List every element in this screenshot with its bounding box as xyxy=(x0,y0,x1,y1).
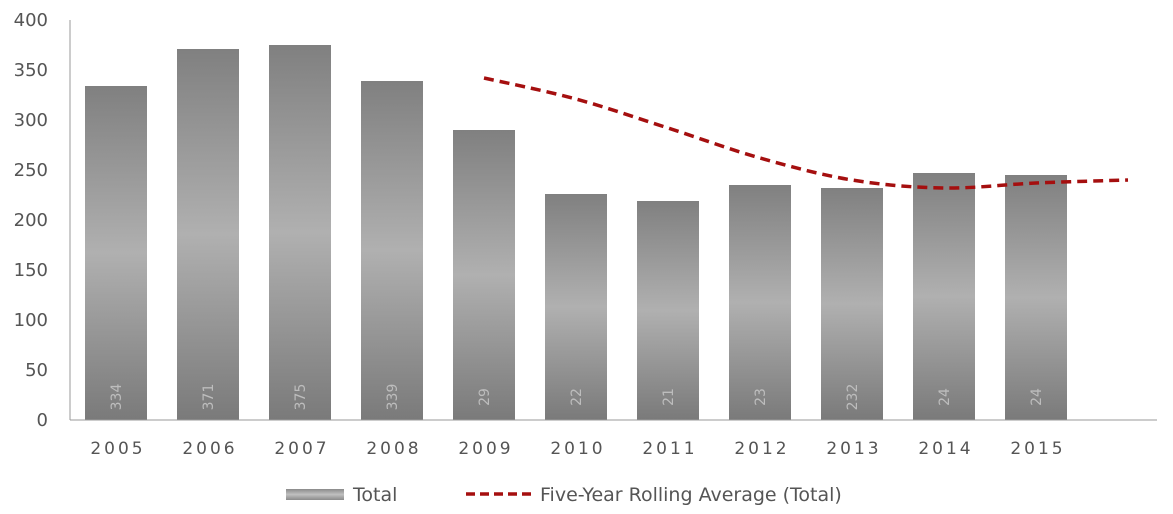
x-tick-label: 2005 xyxy=(90,439,145,459)
bar xyxy=(269,45,331,420)
bar-data-label: 29 xyxy=(477,388,493,406)
bars xyxy=(85,45,1067,420)
y-tick-label: 100 xyxy=(14,310,48,331)
x-tick-label: 2013 xyxy=(826,439,881,459)
legend-swatch-total xyxy=(286,489,344,500)
x-tick-label: 2006 xyxy=(182,439,237,459)
bar xyxy=(637,201,699,420)
y-tick-label: 350 xyxy=(14,60,48,81)
legend-label-average: Five-Year Rolling Average (Total) xyxy=(540,484,842,506)
y-tick-label: 400 xyxy=(14,10,48,31)
y-axis-ticks: 0 50 100 150 200 250 300 350 400 xyxy=(14,10,48,431)
bar xyxy=(821,188,883,420)
bar xyxy=(545,194,607,420)
legend: Total Five-Year Rolling Average (Total) xyxy=(286,484,842,506)
x-tick-label: 2014 xyxy=(918,439,973,459)
bar-data-label: 339 xyxy=(385,384,401,411)
legend-label-total: Total xyxy=(352,484,397,506)
bar-data-label: 24 xyxy=(937,388,953,406)
bar xyxy=(453,130,515,420)
x-tick-label: 2009 xyxy=(458,439,513,459)
bar-data-label: 22 xyxy=(569,388,585,406)
y-tick-label: 250 xyxy=(14,160,48,181)
bar-data-label: 371 xyxy=(201,384,217,411)
bar-data-label: 23 xyxy=(753,388,769,406)
y-tick-label: 50 xyxy=(25,360,48,381)
bar xyxy=(729,185,791,420)
x-tick-label: 2007 xyxy=(274,439,329,459)
x-tick-label: 2012 xyxy=(734,439,789,459)
x-tick-label: 2015 xyxy=(1010,439,1065,459)
bar xyxy=(361,81,423,420)
rolling-average-line xyxy=(483,76,1129,190)
y-tick-label: 200 xyxy=(14,210,48,231)
y-tick-label: 300 xyxy=(14,110,48,131)
bar-data-label: 24 xyxy=(1029,388,1045,406)
bar-data-label: 21 xyxy=(661,388,677,406)
bar xyxy=(177,49,239,420)
x-tick-label: 2010 xyxy=(550,439,605,459)
bar xyxy=(85,86,147,420)
y-tick-label: 0 xyxy=(37,410,48,431)
x-tick-label: 2011 xyxy=(642,439,697,459)
x-axis-ticks: 2005 2006 2007 2008 2009 2010 2011 2012 2013 2014… xyxy=(90,439,1065,459)
x-tick-label: 2008 xyxy=(366,439,421,459)
bar-data-label: 232 xyxy=(845,384,861,411)
bar xyxy=(1005,175,1067,420)
bar-data-label: 375 xyxy=(293,384,309,411)
y-tick-label: 150 xyxy=(14,260,48,281)
bar xyxy=(913,173,975,420)
bar-data-labels: 334 371 375 339 29 22 21 23 232 24 24 xyxy=(109,384,1045,411)
bar-data-label: 334 xyxy=(109,384,125,411)
